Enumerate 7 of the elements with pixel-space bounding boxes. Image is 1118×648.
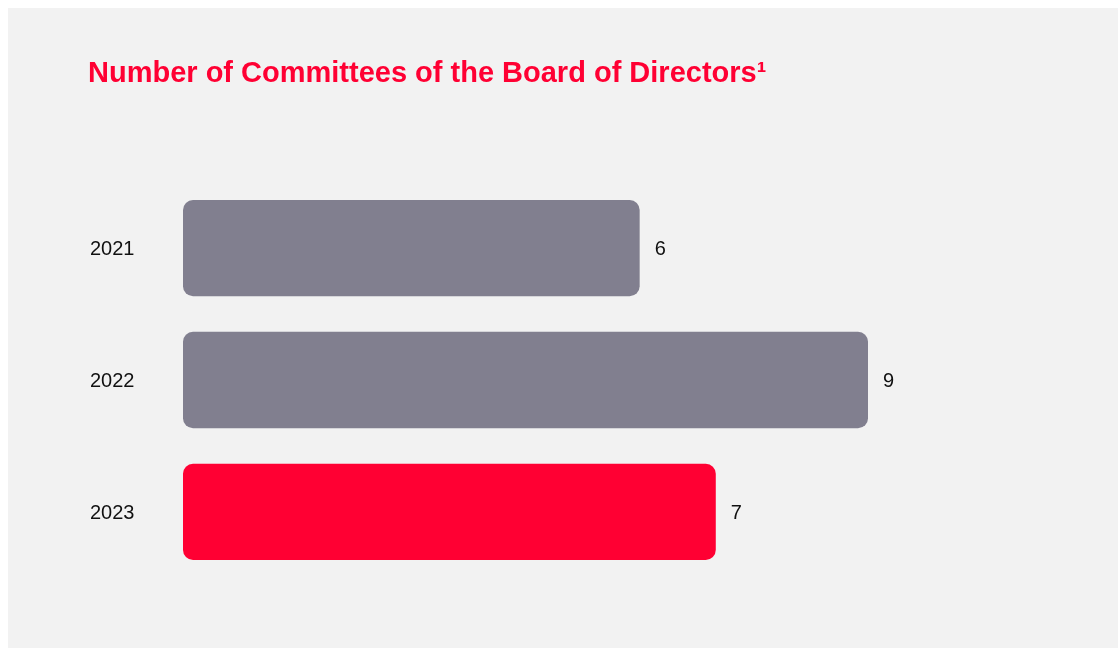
data-label: 9	[883, 369, 895, 391]
y-tick-label: 2022	[90, 369, 135, 391]
data-label: 6	[654, 237, 666, 260]
chart-title: Number of Committees of the Board of Directors¹	[88, 56, 767, 88]
y-tick-label: 2021	[90, 237, 135, 260]
y-tick-label: 2023	[90, 500, 135, 523]
data-label: 7	[730, 500, 742, 523]
